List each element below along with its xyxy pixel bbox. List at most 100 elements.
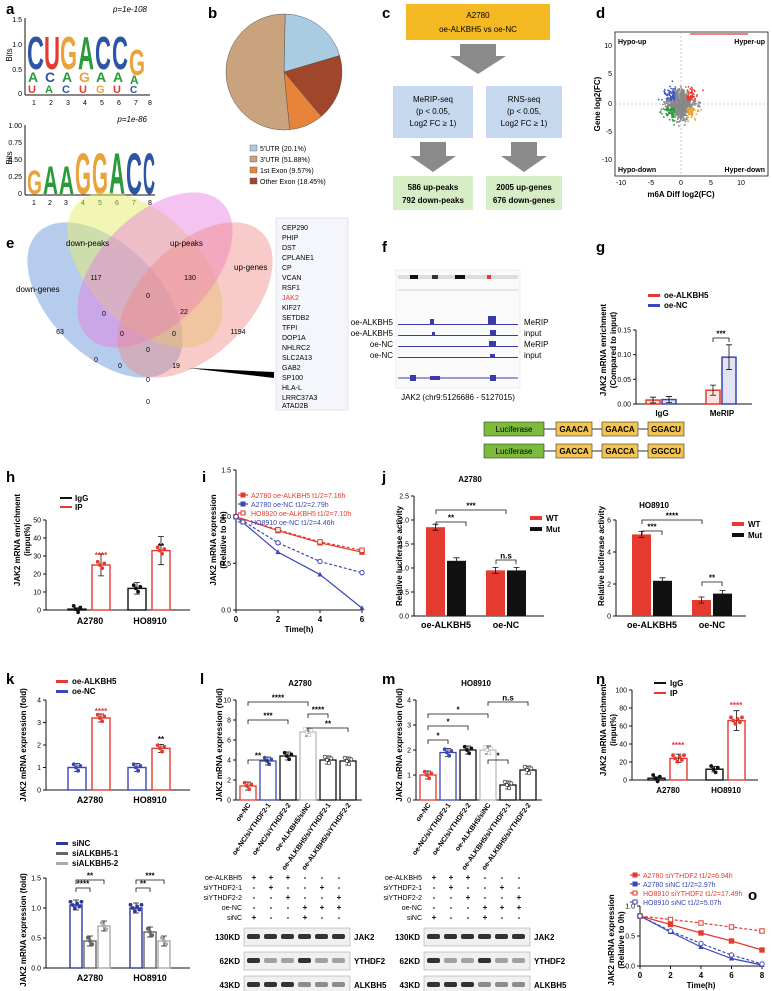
legend-entry: HO8920 oe-ALKBH5 t1/2=7.10h — [251, 511, 351, 518]
venn-count: 0 — [172, 331, 176, 338]
scatter-point — [689, 87, 692, 90]
blot-band — [332, 982, 345, 987]
xtick-label: 4 — [318, 615, 323, 624]
ytick: 0.5 — [12, 67, 22, 74]
data-point — [655, 779, 660, 784]
h-ylabel: JAK2 mRNA enrichment — [13, 494, 22, 587]
svg-text:A: A — [130, 73, 139, 87]
scatter-point — [681, 96, 684, 99]
svg-text:A: A — [45, 84, 53, 96]
error-bar — [513, 567, 520, 574]
blot-band — [332, 934, 345, 939]
j-ylabel: Relative luciferase activity — [395, 505, 404, 606]
gene: HLA-L — [282, 385, 302, 392]
scatter-point — [689, 95, 692, 98]
data-point — [138, 764, 143, 768]
scatter-point — [675, 92, 677, 95]
sig-label: **** — [730, 701, 743, 710]
blot-protein: YTHDF2 — [534, 957, 566, 966]
scatter-point — [686, 96, 689, 99]
blot-membrane — [423, 975, 531, 991]
data-point — [130, 906, 135, 910]
blot-band — [298, 958, 311, 963]
scatter-point — [687, 116, 689, 119]
scatter-point — [675, 110, 678, 112]
blot-row-label: siNC — [407, 915, 422, 922]
error-bar — [666, 396, 672, 403]
scatter-point — [690, 91, 693, 94]
data-point — [155, 545, 160, 550]
scatter-point — [671, 88, 674, 90]
blot-mark: - — [518, 873, 521, 882]
gene: DST — [282, 245, 297, 252]
venn-set-down-peaks: down-peaks — [66, 239, 109, 248]
ytick-label: 40 — [33, 536, 41, 543]
track-tag: MeRIP — [524, 340, 548, 349]
bar — [299, 731, 317, 801]
blot-band — [281, 934, 294, 939]
data-point — [484, 748, 489, 752]
blot-band — [495, 934, 508, 939]
data-point — [104, 927, 109, 932]
venn-set-up-peaks: up-peaks — [170, 239, 203, 248]
data-point — [78, 764, 83, 768]
scatter-point — [665, 102, 668, 105]
sig-bracket — [307, 727, 349, 732]
blot-mark: + — [483, 913, 488, 922]
sig-label: ** — [325, 720, 332, 729]
scatter-point — [692, 99, 695, 102]
sig-bracket — [427, 739, 449, 744]
panel-l: l A2780 JAK2 mRNA expression (fold) 10 8 6… — [200, 671, 387, 991]
scatter-point — [691, 94, 694, 97]
track-tag: input — [524, 351, 542, 360]
scatter-point — [689, 103, 692, 106]
n-ylabel2: (input%) — [609, 714, 618, 746]
blot-row-label: siYTHDF2-1 — [383, 885, 422, 892]
scatter-point — [677, 124, 680, 127]
data-point — [487, 751, 492, 756]
scatter-point — [687, 105, 690, 107]
bar — [129, 907, 143, 969]
data-point — [71, 762, 76, 767]
data-point — [100, 566, 105, 571]
data-point — [522, 764, 527, 769]
data-point — [71, 604, 76, 608]
scatter-point — [678, 101, 681, 104]
ytick-label: 1 — [407, 773, 411, 780]
series-marker — [637, 913, 643, 919]
data-point — [464, 748, 469, 752]
blot-mark: - — [433, 903, 436, 912]
error-bar — [650, 396, 656, 404]
xtick: 3 — [64, 200, 68, 207]
blot-band — [315, 934, 328, 939]
venn-diagram — [27, 192, 273, 378]
scatter-point — [674, 85, 677, 88]
m-ylabel: JAK2 mRNA expression (fold) — [395, 688, 404, 802]
blot-kd: 130KD — [215, 933, 240, 942]
ytick-label: 1.0 — [221, 514, 231, 521]
blot-band — [247, 934, 260, 939]
scatter-point — [684, 120, 687, 123]
blot-row-label: siYTHDF2-2 — [203, 895, 242, 902]
blot-band — [264, 958, 277, 963]
gene: ATAD2B — [282, 403, 309, 410]
blot-protein: ALKBH5 — [354, 981, 387, 990]
venn-set-up-genes: up-genes — [234, 263, 267, 272]
svg-text:U: U — [44, 27, 60, 79]
scatter-point — [669, 102, 672, 105]
blot-band — [495, 982, 508, 987]
error-bar — [698, 596, 705, 604]
ytick-label: 6 — [607, 518, 611, 525]
scatter-point — [672, 89, 675, 92]
legend-entry: HO8910 siYTHDF2 t1/2=17.49h — [643, 891, 743, 898]
panel-label-a: a — [6, 1, 15, 18]
blot-mark: - — [304, 893, 307, 902]
data-point — [711, 767, 716, 772]
ytick-label: 2.5 — [399, 494, 409, 501]
series-line — [235, 516, 363, 574]
blot-mark: - — [338, 913, 341, 922]
luciferase-box: Luciferase — [496, 447, 533, 456]
gene: PHIP — [282, 235, 299, 242]
blot-protein: ALKBH5 — [534, 981, 567, 990]
